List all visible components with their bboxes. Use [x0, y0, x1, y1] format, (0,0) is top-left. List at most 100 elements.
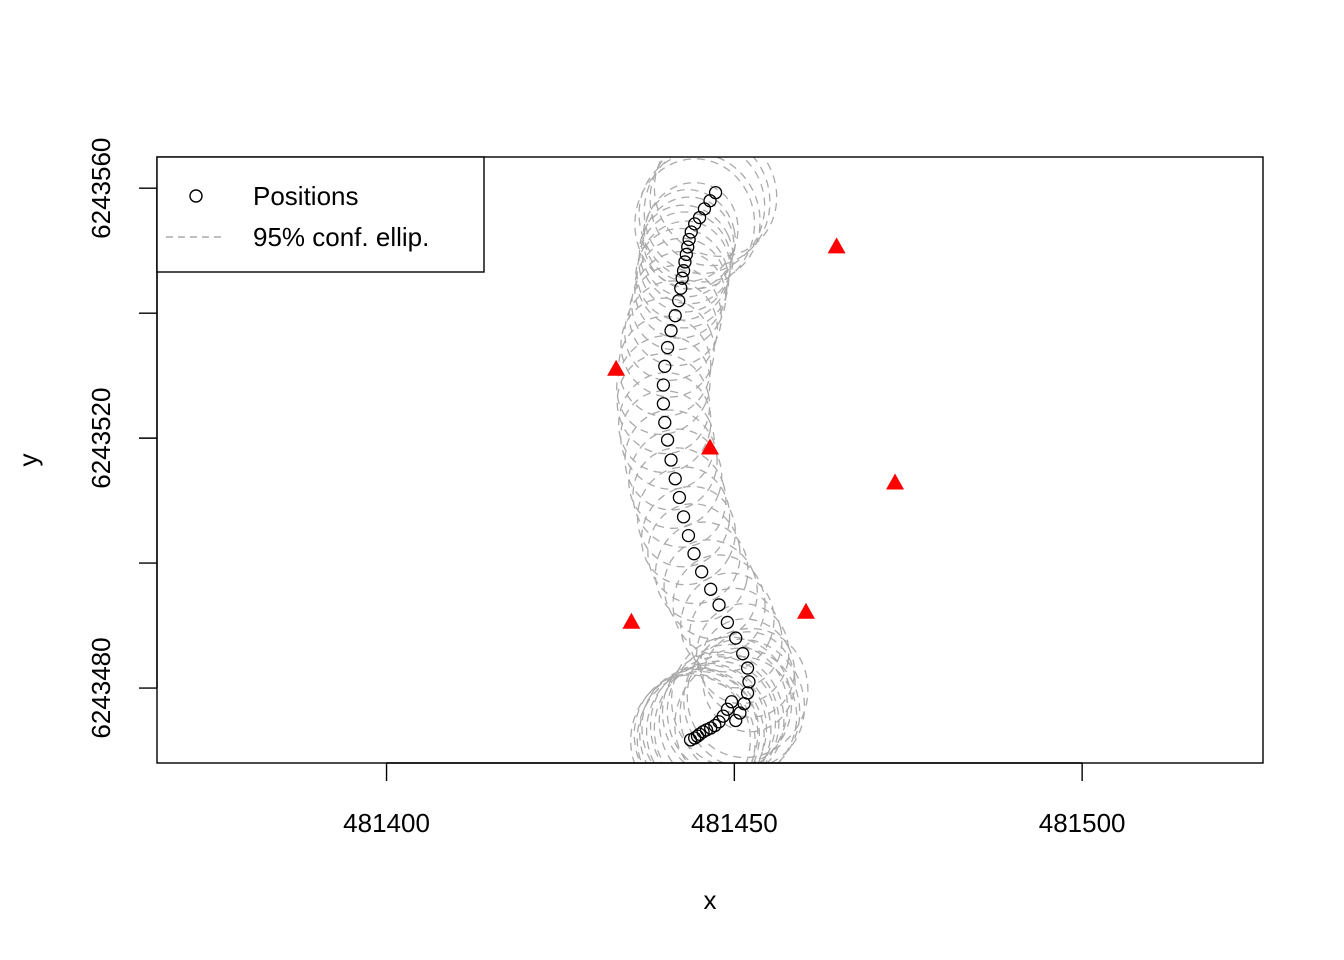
position-point — [704, 582, 718, 596]
confidence-ellipse — [653, 157, 778, 258]
confidence-ellipse — [634, 237, 728, 339]
confidence-ellipse — [661, 651, 785, 763]
confidence-ellipse — [702, 631, 796, 733]
position-point — [675, 271, 689, 285]
confidence-ellipse — [686, 627, 809, 759]
legend-label-positions: Positions — [253, 181, 359, 211]
y-tick-label: 6243560 — [86, 138, 116, 239]
position-point — [658, 359, 672, 373]
position-point — [690, 729, 705, 743]
receiver-triangle — [796, 602, 815, 619]
position-point — [712, 598, 726, 612]
confidence-ellipse — [670, 636, 793, 763]
position-point — [740, 661, 755, 675]
position-point — [668, 472, 682, 486]
confidence-ellipse — [638, 157, 761, 283]
position-point — [679, 247, 693, 262]
receiver-triangle — [827, 237, 846, 254]
position-point — [674, 281, 688, 295]
legend-circle-icon — [189, 189, 203, 203]
position-point — [712, 715, 726, 729]
confidence-ellipse — [680, 572, 775, 673]
y-axis: 6243480 6243520 6243560 — [86, 138, 158, 739]
confidence-ellipse — [616, 335, 711, 436]
confidence-ellipse — [618, 371, 712, 474]
legend: Positions 95% conf. ellip. — [156, 156, 485, 273]
confidence-ellipse — [649, 157, 771, 267]
confidence-ellipse — [620, 297, 715, 398]
confidence-ellipse — [636, 466, 731, 568]
confidence-ellipse — [640, 196, 735, 298]
confidence-ellipse — [638, 211, 732, 313]
confidence-ellipse — [640, 485, 736, 586]
position-point — [695, 565, 709, 579]
confidence-ellipse — [683, 638, 806, 763]
position-point — [658, 415, 672, 430]
confidence-ellipse — [630, 674, 751, 763]
x-tick-label: 481500 — [1039, 808, 1126, 838]
confidence-ellipse — [700, 618, 796, 718]
confidence-ellipse — [654, 521, 749, 623]
x-tick-label: 481400 — [343, 808, 430, 838]
position-point — [684, 225, 698, 239]
confidence-ellipse — [666, 643, 789, 763]
confidence-ellipse — [643, 157, 766, 275]
position-point — [678, 255, 692, 269]
confidence-ellipse — [632, 447, 727, 548]
position-point — [729, 713, 743, 728]
receiver-triangle — [622, 612, 641, 629]
confidence-ellipse — [641, 667, 765, 763]
position-point — [687, 547, 701, 561]
receiver-triangle — [886, 473, 905, 490]
y-axis-label: y — [13, 454, 43, 467]
receiver-triangle — [607, 359, 626, 376]
confidence-ellipse — [645, 664, 768, 763]
position-point — [697, 202, 712, 216]
confidence-ellipse — [688, 587, 783, 689]
position-point — [682, 232, 696, 247]
position-point — [720, 615, 735, 630]
legend-label-ellipses: 95% conf. ellip. — [253, 222, 429, 252]
confidence-ellipse — [653, 660, 777, 763]
position-point — [724, 695, 739, 709]
confidence-ellipse — [642, 188, 736, 290]
confidence-ellipse — [636, 670, 759, 763]
position-point — [720, 702, 735, 716]
position-point — [681, 240, 695, 254]
confidence-ellipse — [634, 158, 756, 290]
confidence-ellipse — [628, 265, 722, 367]
confidence-ellipse — [639, 668, 761, 763]
confidence-ellipse — [695, 603, 790, 705]
position-point — [656, 397, 671, 411]
position-point — [660, 340, 675, 355]
x-tick-label: 481450 — [691, 808, 778, 838]
confidence-ellipse — [624, 409, 718, 511]
position-point — [676, 264, 691, 278]
confidence-ellipses — [616, 157, 809, 763]
position-point — [729, 631, 743, 645]
position-markers — [656, 185, 756, 747]
y-tick-label: 6243520 — [86, 388, 116, 489]
confidence-ellipse — [635, 227, 730, 329]
receiver-triangle — [701, 438, 719, 455]
position-point — [668, 309, 682, 323]
confidence-ellipse — [633, 672, 756, 763]
receiver-markers — [607, 237, 905, 629]
confidence-ellipse — [658, 656, 780, 763]
legend-box — [156, 156, 485, 273]
position-point — [672, 490, 687, 505]
position-point — [676, 510, 691, 524]
confidence-ellipse — [674, 655, 798, 763]
confidence-ellipse — [624, 280, 718, 382]
confidence-ellipse — [631, 250, 727, 351]
position-point — [664, 324, 678, 338]
confidence-ellipse — [679, 647, 801, 763]
x-axis: 481400 481450 481500 — [343, 762, 1126, 838]
confidence-ellipse — [628, 428, 723, 529]
position-point — [656, 378, 671, 392]
position-point — [681, 528, 696, 543]
position-point — [733, 706, 747, 720]
position-point — [683, 733, 698, 747]
position-point — [688, 217, 702, 231]
